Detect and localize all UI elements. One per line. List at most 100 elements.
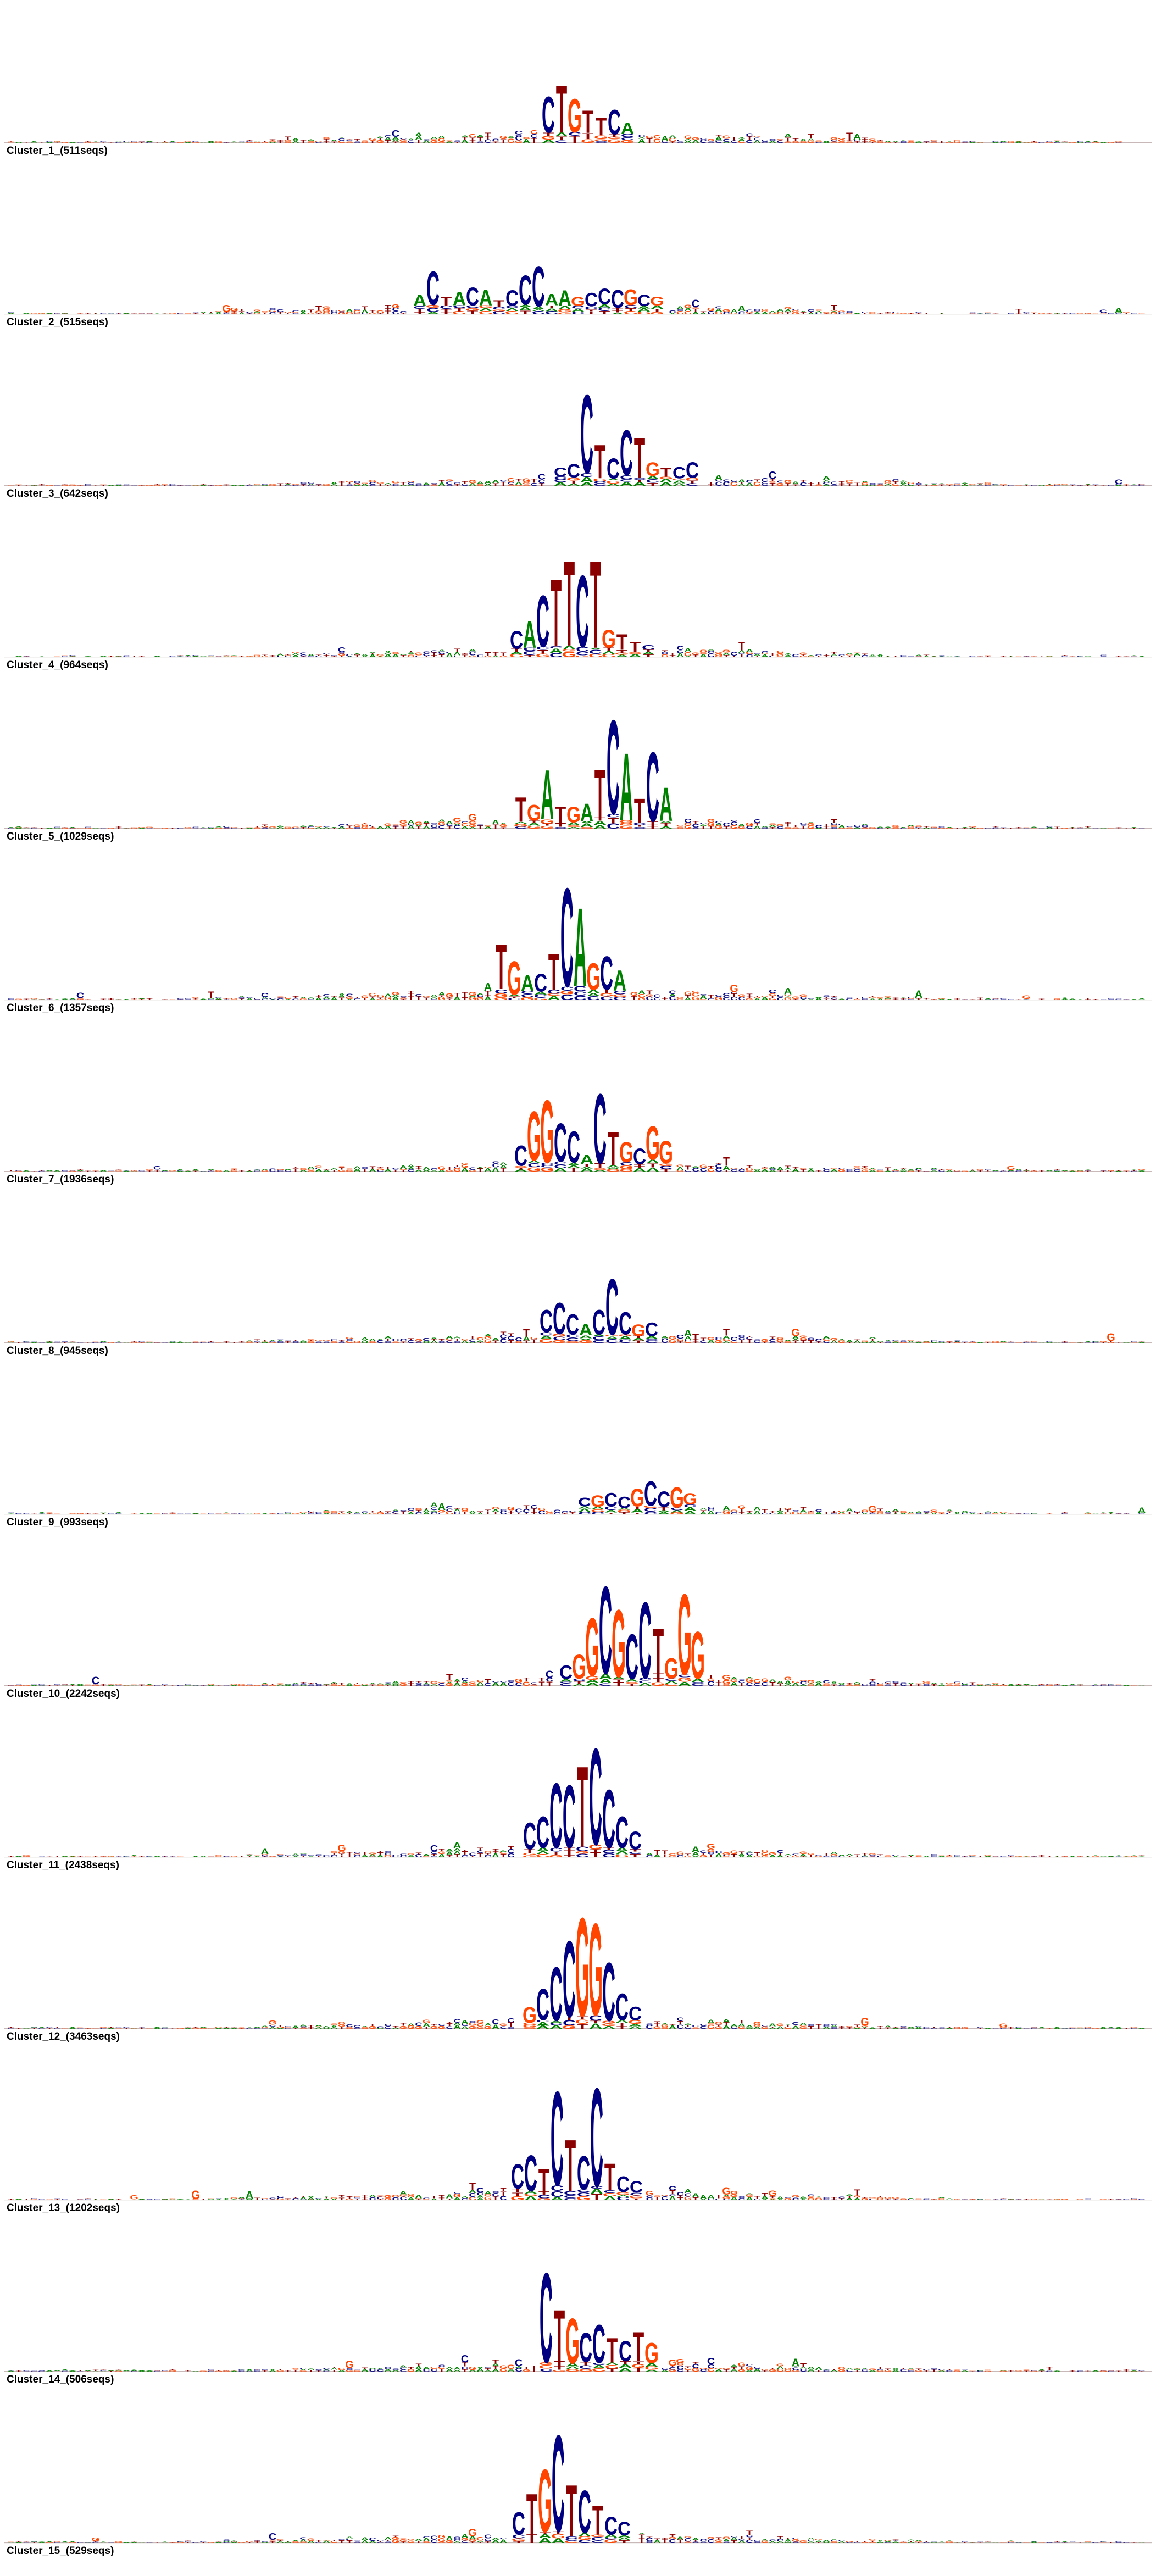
background-letter: T xyxy=(400,998,406,1000)
background-letter: G xyxy=(523,484,530,486)
background-letter: C xyxy=(407,823,415,826)
background-letter: A xyxy=(69,2028,76,2029)
background-letter: G xyxy=(261,142,269,143)
background-letter: C xyxy=(807,2024,815,2027)
background-letter: C xyxy=(369,481,376,485)
background-letter: A xyxy=(792,1682,799,1686)
motif-minor-letter: T xyxy=(590,2020,602,2024)
background-letter: A xyxy=(661,2023,669,2025)
background-letter: G xyxy=(84,1000,92,1001)
background-letter: A xyxy=(299,2024,307,2027)
background-letter: G xyxy=(523,482,530,485)
background-letter: G xyxy=(1053,998,1061,1000)
background-letter: T xyxy=(485,1509,491,1512)
background-letter: G xyxy=(169,1170,176,1171)
background-letter: A xyxy=(299,2369,307,2371)
background-letter: T xyxy=(338,1855,344,1858)
motif-letter-C: C xyxy=(579,2325,592,2371)
background-letter: C xyxy=(453,2191,461,2194)
background-letter: C xyxy=(284,2028,291,2029)
motif-minor-letter: G xyxy=(605,2364,619,2370)
background-letter: T xyxy=(1123,484,1129,485)
background-letter: T xyxy=(223,1342,229,1343)
background-letter: T xyxy=(100,998,106,1000)
background-letter: G xyxy=(999,1512,1007,1513)
background-letter: T xyxy=(815,656,821,658)
background-letter: A xyxy=(115,141,122,142)
background-letter: C xyxy=(1099,999,1107,1000)
background-letter: C xyxy=(315,2542,322,2543)
background-letter: C xyxy=(315,1514,322,1515)
motif-minor-letter: A xyxy=(603,2196,616,2202)
background-letter: A xyxy=(922,484,930,485)
background-letter: T xyxy=(846,2195,853,2199)
background-letter: A xyxy=(1138,1513,1145,1514)
background-letter: A xyxy=(476,1685,484,1686)
background-letter: G xyxy=(230,998,238,1000)
background-letter: A xyxy=(946,142,953,143)
background-letter: G xyxy=(523,1680,530,1687)
background-letter: C xyxy=(707,650,714,654)
background-letter: C xyxy=(646,1855,653,1858)
background-letter: C xyxy=(299,652,307,656)
motif-minor-letter: T xyxy=(543,132,554,137)
background-letter: T xyxy=(431,654,437,658)
background-letter: A xyxy=(223,2541,230,2542)
background-letter: A xyxy=(299,1684,307,1686)
background-letter: C xyxy=(515,130,523,136)
background-letter: A xyxy=(799,999,807,1001)
background-letter: C xyxy=(392,307,399,312)
background-letter: G xyxy=(99,2199,107,2200)
background-letter: G xyxy=(753,996,761,998)
background-letter: T xyxy=(131,1513,137,1514)
background-letter: C xyxy=(515,134,523,136)
background-letter: A xyxy=(1084,828,1091,829)
motif-letter-T: T xyxy=(556,73,567,147)
background-letter: G xyxy=(269,1342,276,1343)
background-letter: T xyxy=(808,312,814,313)
motif-minor-letter: C xyxy=(613,990,626,996)
background-letter: C xyxy=(961,1683,969,1684)
background-letter: G xyxy=(969,313,976,314)
background-letter: G xyxy=(138,1000,146,1001)
background-letter: G xyxy=(661,2194,669,2196)
background-letter: C xyxy=(330,1512,337,1513)
background-letter: T xyxy=(185,1170,191,1171)
background-letter: T xyxy=(769,1511,776,1514)
background-letter: C xyxy=(838,654,846,657)
background-letter: A xyxy=(69,2370,76,2372)
background-letter: A xyxy=(307,1167,315,1170)
motif-minor-letter: C xyxy=(604,1506,618,1511)
background-letter: A xyxy=(330,2024,338,2028)
background-letter: C xyxy=(507,2017,514,2024)
background-letter: G xyxy=(223,656,230,657)
background-letter: C xyxy=(1022,312,1030,313)
background-letter: G xyxy=(853,1684,861,1686)
background-letter: A xyxy=(776,309,783,313)
motif-minor-letter: G xyxy=(523,1852,537,1856)
background-letter: G xyxy=(407,2195,415,2198)
motif-letter-C: C xyxy=(620,418,633,490)
background-letter: C xyxy=(999,2199,1007,2200)
background-letter: C xyxy=(753,136,760,141)
background-letter: G xyxy=(207,2542,215,2543)
background-letter: A xyxy=(207,656,214,657)
background-letter: G xyxy=(969,2199,976,2200)
background-letter: G xyxy=(676,1164,684,1168)
background-letter: G xyxy=(153,1514,161,1515)
background-letter: T xyxy=(438,480,445,483)
background-letter: T xyxy=(1015,827,1021,828)
background-letter: A xyxy=(876,654,884,656)
background-letter: A xyxy=(692,1855,699,1858)
background-letter: T xyxy=(715,2024,721,2027)
background-letter: A xyxy=(469,1510,476,1514)
background-letter: A xyxy=(384,825,391,829)
background-letter: A xyxy=(376,1339,384,1341)
background-letter: C xyxy=(761,827,769,829)
background-letter: C xyxy=(269,1857,276,1858)
background-letter: A xyxy=(915,141,922,142)
background-letter: C xyxy=(992,2200,999,2201)
background-letter: C xyxy=(822,2370,830,2372)
background-letter: G xyxy=(676,2362,684,2366)
